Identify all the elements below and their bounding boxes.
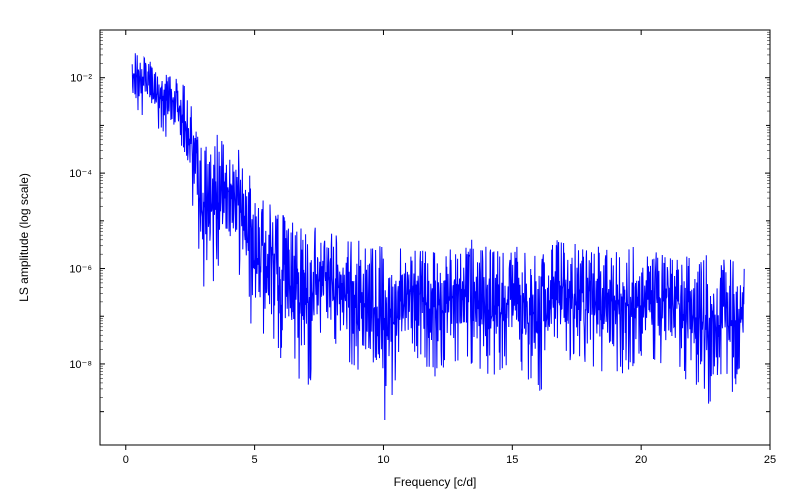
x-tick-label: 15 — [506, 454, 518, 466]
y-axis-label: LS amplitude (log scale) — [17, 173, 31, 302]
x-tick-label: 20 — [635, 454, 647, 466]
x-tick-label: 10 — [377, 454, 389, 466]
x-tick-label: 0 — [123, 454, 129, 466]
x-tick-label: 25 — [764, 454, 776, 466]
periodogram-chart: 0 5 10 15 20 25 10⁻⁸ 10⁻⁶ 10⁻⁴ 10⁻² Frequency [c/d… — [0, 0, 800, 500]
y-tick-label: 10⁻⁴ — [69, 168, 92, 180]
x-tick-label: 5 — [252, 454, 258, 466]
y-tick-label: 10⁻⁸ — [69, 359, 92, 371]
spectrum-line — [132, 53, 744, 420]
x-axis-label: Frequency [c/d] — [394, 475, 477, 489]
chart-svg: 0 5 10 15 20 25 10⁻⁸ 10⁻⁶ 10⁻⁴ 10⁻² Frequency [c/d… — [0, 0, 800, 500]
y-tick-label: 10⁻⁶ — [69, 264, 92, 276]
y-tick-label: 10⁻² — [70, 73, 92, 85]
